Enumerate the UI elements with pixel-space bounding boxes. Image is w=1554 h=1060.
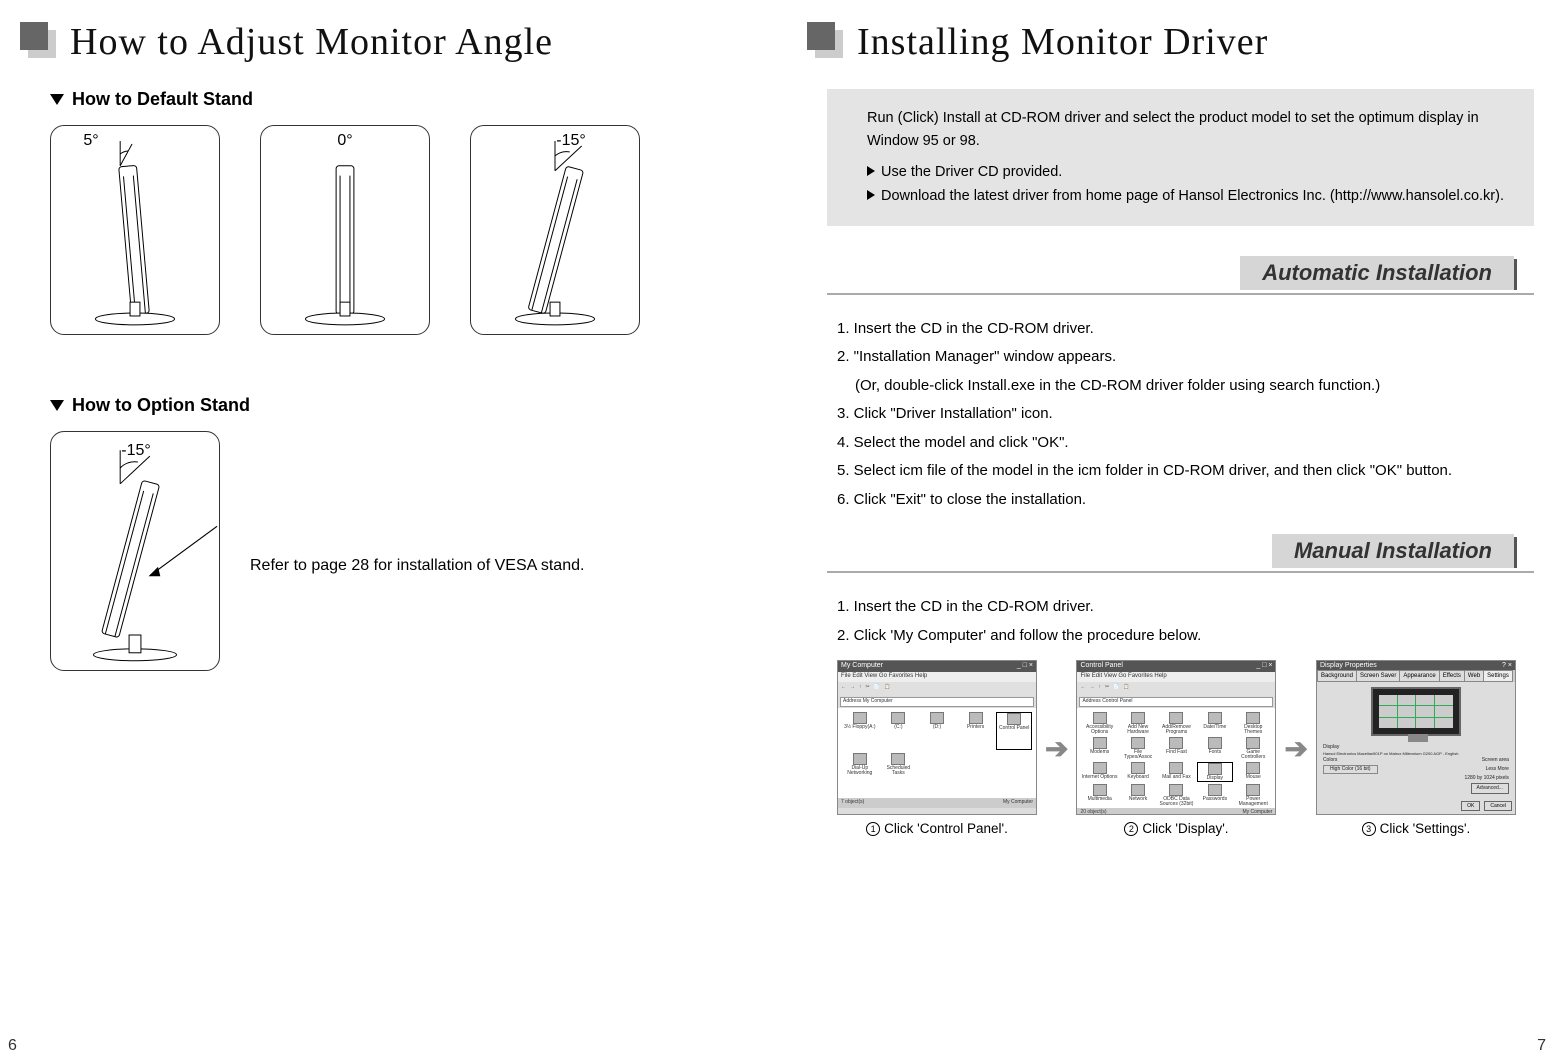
- left-title: How to Adjust Monitor Angle: [20, 20, 747, 64]
- manual-step-2: 2. Click 'My Computer' and follow the pr…: [837, 622, 1514, 651]
- manual-steps: 1. Insert the CD in the CD-ROM driver. 2…: [837, 593, 1514, 650]
- thumb3-caption: 3 Click 'Settings'.: [1362, 821, 1471, 836]
- triangle-right-icon: [867, 166, 875, 176]
- angle-diagram-neg15: -15°: [470, 125, 640, 335]
- thumb2-title: Control Panel: [1080, 662, 1122, 671]
- arrow-icon: ➔: [1045, 732, 1068, 765]
- angle-diagram-0: 0°: [260, 125, 430, 335]
- auto-step-4: 4. Select the model and click "OK".: [837, 429, 1514, 458]
- manual-install-label: Manual Installation: [1272, 534, 1514, 568]
- section-default-stand: How to Default Stand: [50, 89, 747, 110]
- manual-step-1: 1. Insert the CD in the CD-ROM driver.: [837, 593, 1514, 622]
- thumb1-icons: 3½ Floppy(A:) (C:) (D:) Printers Control…: [838, 708, 1036, 798]
- angle-label-neg15: -15°: [556, 132, 586, 150]
- auto-step-3: 3. Click "Driver Installation" icon.: [837, 400, 1514, 429]
- triangle-down-icon: [50, 400, 64, 411]
- auto-install-label: Automatic Installation: [1240, 256, 1514, 290]
- bullet-download: Download the latest driver from home pag…: [881, 185, 1504, 208]
- auto-step-2b: (Or, double-click Install.exe in the CD-…: [855, 372, 1514, 401]
- page-number-right: 7: [1537, 1037, 1546, 1055]
- vesa-note: Refer to page 28 for installation of VES…: [250, 557, 584, 575]
- auto-step-6: 6. Click "Exit" to close the installatio…: [837, 486, 1514, 515]
- section-option-stand: How to Option Stand: [50, 395, 747, 416]
- auto-steps: 1. Insert the CD in the CD-ROM driver. 2…: [837, 315, 1514, 515]
- right-title-text: Installing Monitor Driver: [857, 20, 1268, 64]
- angle-label-0: 0°: [337, 132, 352, 150]
- left-title-text: How to Adjust Monitor Angle: [70, 20, 553, 64]
- thumb2-menu: File Edit View Go Favorites Help: [1077, 672, 1275, 682]
- default-stand-diagrams: 5°: [50, 125, 747, 335]
- auto-step-2: 2. "Installation Manager" window appears…: [837, 343, 1514, 372]
- thumb1-menu: File Edit View Go Favorites Help: [838, 672, 1036, 682]
- section-option-label: How to Option Stand: [72, 395, 250, 416]
- thumb3-tabs: Background Screen Saver Appearance Effec…: [1317, 670, 1515, 682]
- rule-auto: [827, 293, 1534, 295]
- thumb2-caption: 2 Click 'Display'.: [1124, 821, 1228, 836]
- angle-label-option: -15°: [121, 442, 151, 460]
- thumb1-toolbar: ←→↑✂📄📋: [838, 682, 1036, 696]
- thumb2-icons: Accessibility Options Add New Hardware A…: [1077, 708, 1275, 808]
- thumb-my-computer: My Computer_ □ × File Edit View Go Favor…: [837, 660, 1037, 815]
- angle-label-5: 5°: [83, 132, 98, 150]
- angle-diagram-5: 5°: [50, 125, 220, 335]
- page-number-left: 6: [8, 1037, 17, 1055]
- auto-install-banner: Automatic Installation: [1240, 256, 1514, 290]
- triangle-down-icon: [50, 94, 64, 105]
- title-ornament-icon: [807, 22, 847, 62]
- auto-step-5: 5. Select icm file of the model in the i…: [837, 457, 1514, 486]
- auto-step-1: 1. Insert the CD in the CD-ROM driver.: [837, 315, 1514, 344]
- section-default-label: How to Default Stand: [72, 89, 253, 110]
- manual-install-banner: Manual Installation: [1272, 534, 1514, 568]
- intro-box: Run (Click) Install at CD-ROM driver and…: [827, 89, 1534, 226]
- intro-text: Run (Click) Install at CD-ROM driver and…: [867, 107, 1504, 153]
- thumb-control-panel: Control Panel_ □ × File Edit View Go Fav…: [1076, 660, 1276, 815]
- thumb2-address: Address Control Panel: [1079, 697, 1273, 707]
- thumb1-caption: 1 Click 'Control Panel'.: [866, 821, 1008, 836]
- triangle-right-icon: [867, 190, 875, 200]
- title-ornament-icon: [20, 22, 60, 62]
- thumb2-toolbar: ←→↑✂📄📋: [1077, 682, 1275, 696]
- thumb1-title: My Computer: [841, 662, 883, 671]
- bullet-cd: Use the Driver CD provided.: [881, 161, 1504, 184]
- option-stand-row: -15°: [50, 431, 747, 671]
- thumb1-address: Address My Computer: [840, 697, 1034, 707]
- arrow-icon: ➔: [1284, 732, 1307, 765]
- screenshot-thumbs: My Computer_ □ × File Edit View Go Favor…: [837, 660, 1534, 836]
- angle-diagram-option: -15°: [50, 431, 220, 671]
- right-title: Installing Monitor Driver: [807, 20, 1534, 64]
- rule-manual: [827, 571, 1534, 573]
- thumb3-title: Display Properties: [1320, 662, 1377, 669]
- thumb-display-properties: Display Properties? × Background Screen …: [1316, 660, 1516, 815]
